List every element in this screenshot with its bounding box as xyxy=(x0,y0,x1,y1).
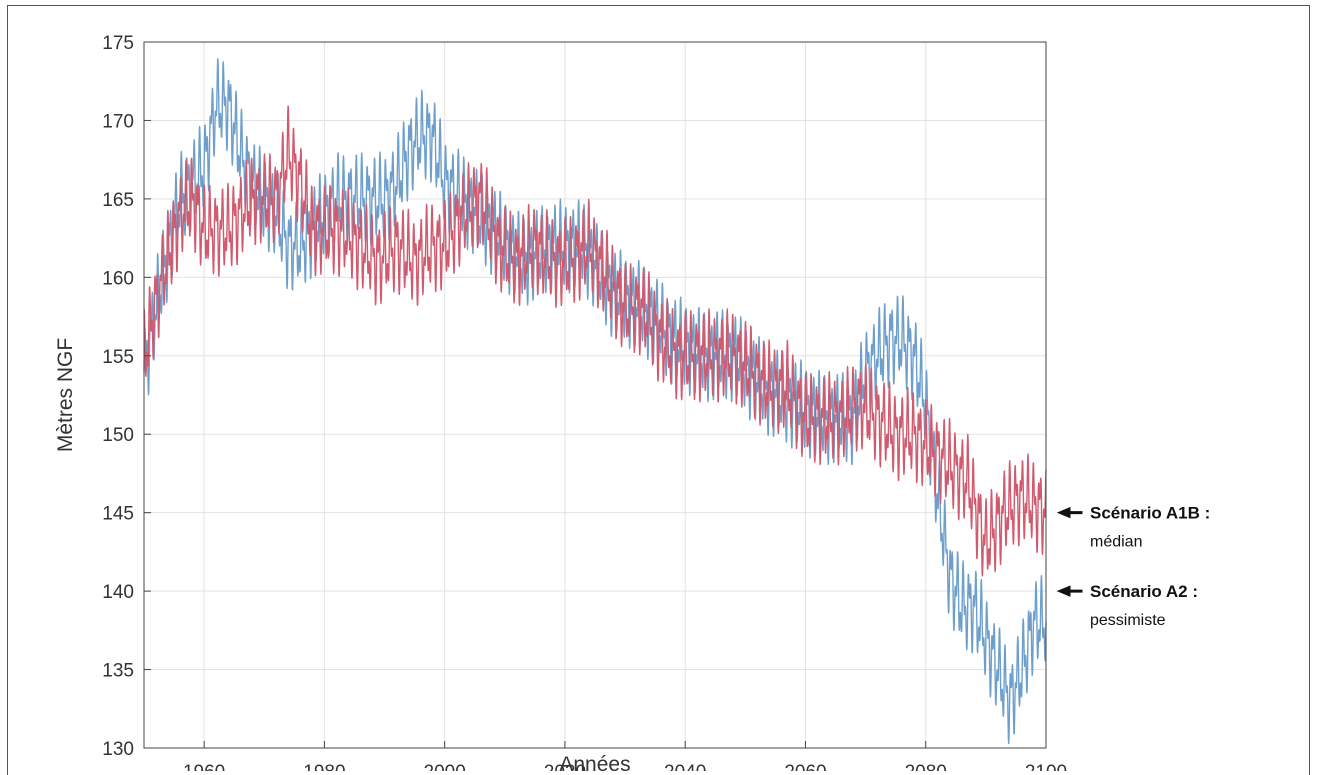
x-tick-label: 2040 xyxy=(664,762,706,771)
y-axis-title: Mètres NGF xyxy=(54,338,77,452)
x-tick-label: 2020 xyxy=(544,762,586,771)
x-tick-label: 1980 xyxy=(303,762,345,771)
annotation-a2-subtitle: pessimiste xyxy=(1090,612,1166,629)
y-tick-label: 170 xyxy=(102,111,134,132)
x-tick-labels: 1960 1980 2000 2020 2040 2060 2080 2100 xyxy=(183,762,1067,771)
arrow-left-icon xyxy=(1056,506,1083,519)
x-axis-title: Années xyxy=(559,753,630,771)
series-line-a2 xyxy=(143,58,1047,745)
annotation-scenario-a2: Scénario A2 : pessimiste xyxy=(1056,582,1198,629)
plot-area xyxy=(144,42,1046,748)
annotation-scenario-a1b: Scénario A1B : médian xyxy=(1056,504,1210,551)
annotation-a2-title: Scénario A2 : xyxy=(1090,582,1198,601)
y-tick-label: 145 xyxy=(102,504,134,525)
y-tick-label: 165 xyxy=(102,190,134,211)
annotation-a1b-title: Scénario A1B : xyxy=(1090,504,1210,523)
plot-frame xyxy=(143,41,1047,749)
y-tick-label: 130 xyxy=(102,739,134,760)
y-tick-label: 150 xyxy=(102,425,134,446)
y-tick-label: 135 xyxy=(102,661,134,682)
axis-ticks xyxy=(144,41,1047,749)
y-tick-label: 175 xyxy=(102,33,134,54)
y-tick-label: 160 xyxy=(102,268,134,289)
x-tick-label: 2060 xyxy=(784,762,826,771)
arrow-left-icon xyxy=(1056,585,1083,597)
annotation-a1b-subtitle: médian xyxy=(1090,534,1142,551)
x-tick-label: 1960 xyxy=(183,762,225,771)
series-line-a1b xyxy=(143,105,1047,577)
y-tick-label: 155 xyxy=(102,347,134,368)
y-tick-label: 140 xyxy=(102,582,134,603)
x-tick-label: 2080 xyxy=(905,762,947,771)
y-tick-labels: 130 135 140 145 150 155 160 165 170 175 xyxy=(102,33,134,760)
grid xyxy=(144,41,1047,749)
x-tick-label: 2000 xyxy=(424,762,466,771)
figure-frame xyxy=(7,5,1310,775)
series-layer xyxy=(143,58,1047,745)
x-tick-label: 2100 xyxy=(1025,762,1067,771)
